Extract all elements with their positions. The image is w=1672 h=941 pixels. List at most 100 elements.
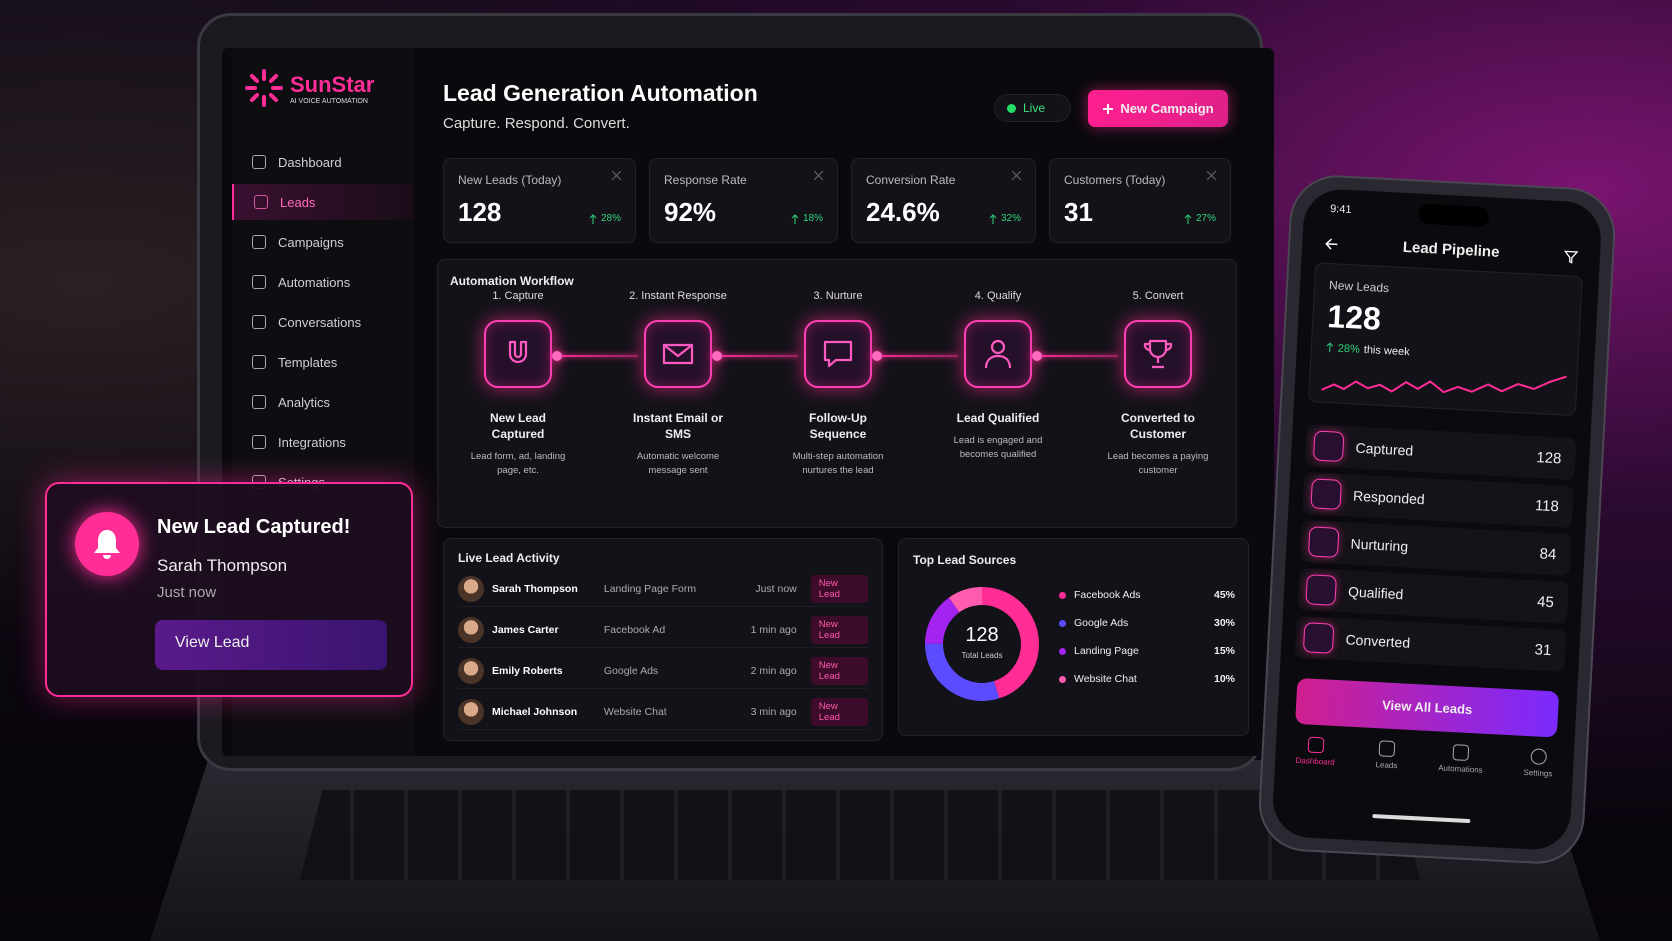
step-title: Follow-Up Sequence [809,411,867,441]
step-icon [644,320,712,388]
lead-time: 3 min ago [750,705,797,718]
workflow-step: 2. Instant Response Instant Email or SMS A… [598,260,758,478]
legend-percent: 10% [1213,673,1235,685]
notch [1418,203,1490,228]
lead-name: Emily Roberts [492,664,563,677]
close-icon[interactable] [814,171,823,180]
new-campaign-button[interactable]: New Campaign [1088,90,1228,127]
step-icon [964,320,1032,388]
legend-dot [1059,675,1066,683]
nav-item[interactable]: Templates [232,344,414,380]
stat-label: Conversion Rate [866,173,956,187]
glyph-path [984,339,1012,369]
sparkline [1321,375,1567,394]
pipeline-icon [1312,430,1345,462]
close-icon[interactable] [1207,171,1216,180]
lead-name: James Carter [492,623,559,636]
workflow-step: 5. Convert Converted to Customer Lead beco… [1078,260,1238,478]
notification-time: Just now [157,584,217,601]
change-value: 18% [802,213,823,224]
tab-icon [1378,740,1396,758]
bell [94,530,120,559]
glyph-path [1143,339,1173,369]
header: Lead Generation Automation Capture. Resp… [443,80,758,132]
change-value: 28% [1337,342,1361,356]
view-lead-button[interactable]: View Lead [155,620,387,670]
pipeline [1305,188,1603,204]
activity-row: James Carter Facebook Ad 1 min ago New Lead [458,612,868,648]
lead-source: Landing Page Form [603,582,697,595]
lead-status: New Lead [810,697,868,726]
lead-status: New Lead [810,615,868,644]
lead-status: New Lead [810,574,868,603]
status-badge: Live [994,94,1071,122]
legend-name: Facebook Ads [1074,589,1141,601]
workflow-step: 3. Nurture Follow-Up Sequence Multi-step a… [758,260,918,478]
step-glyph [662,343,694,365]
pipeline-row: Qualified 45 [1297,567,1569,624]
phone-time: 9:41 [1329,202,1352,217]
arrow-path [791,213,799,224]
nav: Dashboard Leads Campaigns Automations Conver… [232,140,414,504]
nav-label: Integrations [278,434,346,450]
tab-icon [1452,744,1470,761]
filter-icon[interactable] [1563,249,1579,264]
tab-icon [1530,748,1548,766]
up-arrow [589,213,597,224]
step-title: Converted to Customer [1120,411,1195,441]
stat-value: 92% [664,197,717,227]
nav-icon [252,315,266,329]
activity-row: Sarah Thompson Landing Page Form Just now N… [458,571,868,607]
legend-dot [1059,591,1066,599]
glyph-path [823,340,853,368]
pipeline-icon [1305,574,1337,606]
legend-row: Landing Page 15% [1059,645,1235,657]
bell-icon [75,512,139,576]
step-title: Lead Qualified [956,411,1040,425]
tab[interactable]: Automations [1438,743,1484,775]
nav-label: Conversations [278,314,362,330]
tab-bar: Dashboard Leads Automations Settings [1275,735,1574,780]
notification: New Lead Captured! Sarah Thompson Just n… [45,482,413,697]
back-icon[interactable] [1324,237,1339,252]
view-all-label: View All Leads [1381,697,1473,718]
nav-item[interactable]: Integrations [232,424,414,460]
tab[interactable]: Settings [1523,748,1553,778]
tab[interactable]: Leads [1375,740,1398,770]
nav-label: Analytics [278,394,331,410]
view-all-button[interactable]: View All Leads [1295,677,1560,738]
nav-icon [252,235,266,249]
stat-card: Customers (Today) 31 27% [1049,158,1231,243]
nav-item[interactable]: Automations [232,264,414,300]
pipeline-name: Qualified [1347,583,1404,603]
close-icon[interactable] [1012,171,1021,180]
stat-card: New Leads (Today) 128 28% [443,158,636,243]
activity-row: Michael Johnson Website Chat 3 min ago New … [458,694,868,730]
lead-status: New Lead [810,656,868,685]
close-icon[interactable] [612,171,621,180]
workflow-title: Automation Workflow [450,274,574,288]
connector-dot [1032,351,1042,361]
nav-item[interactable]: Dashboard [232,144,414,180]
avatar [458,616,484,643]
page-subtitle: Capture. Respond. Convert. [443,115,630,132]
legend-name: Website Chat [1074,673,1137,685]
keyboard [300,790,1420,880]
pipeline-name: Captured [1355,439,1414,459]
stat-change: 32% [989,213,1021,224]
step-glyph [1143,339,1173,369]
nav-item[interactable]: Conversations [232,304,414,340]
connector [1032,351,1118,361]
nav-item[interactable]: Leads [232,184,414,220]
phone-leads-card: New Leads 128 28% this week [1307,262,1583,417]
pipeline-row: Captured 128 [1304,424,1577,481]
nav-item[interactable]: Analytics [232,384,414,420]
step-title: Instant Email or SMS [632,411,724,441]
tab[interactable]: Dashboard [1295,736,1336,767]
nav-item[interactable]: Campaigns [232,224,414,260]
button-label: New Campaign [1120,101,1214,116]
card-label: New Leads [1328,278,1390,296]
up-arrow [989,213,997,224]
phone-screen: 9:41 Lead Pipeline New Leads 128 28% thi… [1271,187,1603,852]
step-desc: Multi-step automation nurtures the lead [792,451,884,476]
